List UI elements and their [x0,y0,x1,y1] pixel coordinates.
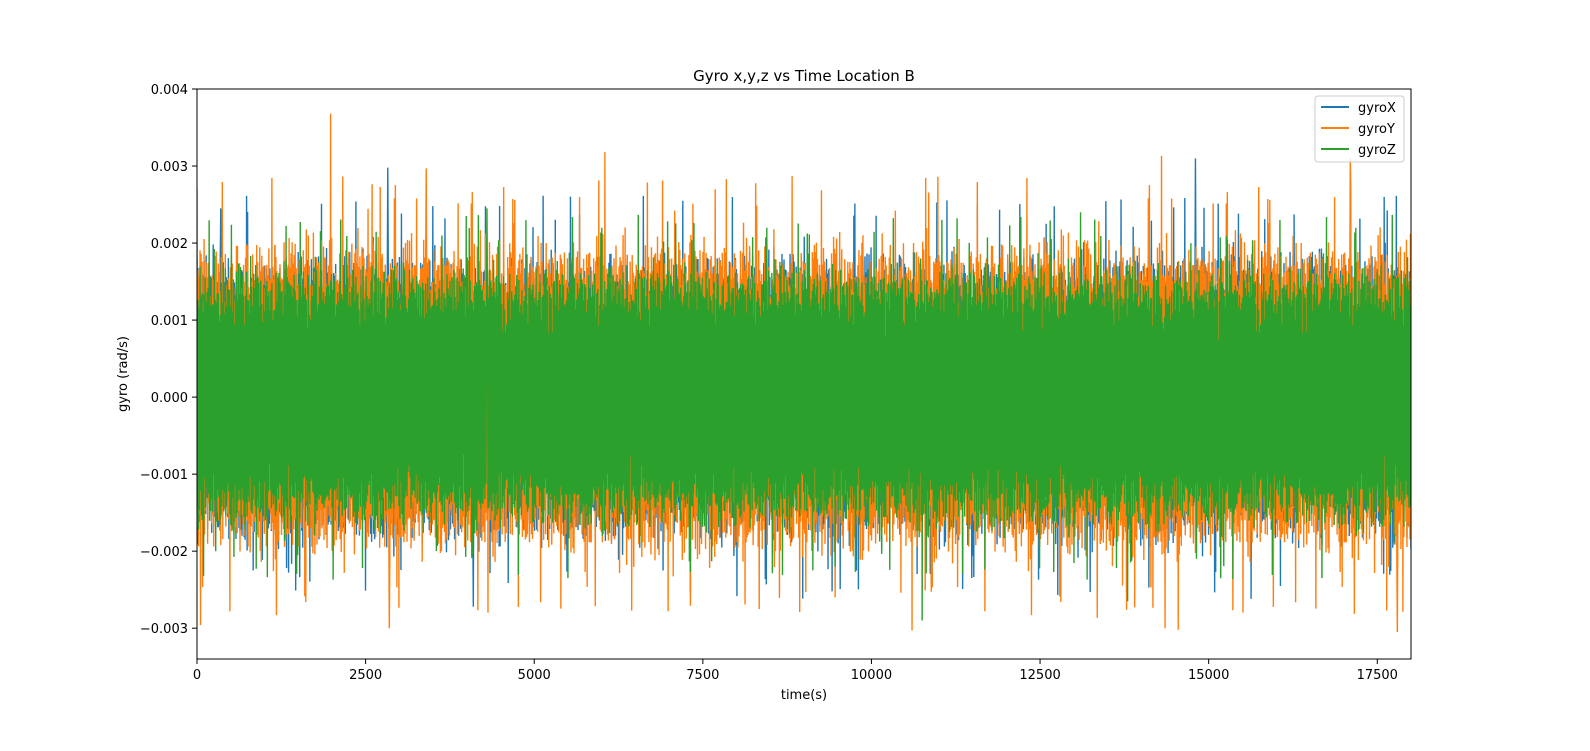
x-tick-label: 2500 [349,668,382,683]
y-axis-title: gyro (rad/s) [116,336,131,412]
x-tick-label: 7500 [686,668,719,683]
x-tick-label: 5000 [518,668,551,683]
x-axis-title: time(s) [781,688,827,703]
y-tick-label: 0.000 [151,391,188,406]
y-tick-label: 0.002 [151,237,188,252]
x-tick-label: 17500 [1357,668,1398,683]
x-axis: 0 2500 5000 7500 10000 12500 15000 17500 [193,659,1398,683]
legend: gyroX gyroY gyroZ [1314,95,1405,163]
plot-frame [196,88,1412,660]
y-tick-label: −0.001 [140,468,188,483]
x-tick-label: 12500 [1019,668,1060,683]
legend-label-gyroZ: gyroZ [1358,143,1396,158]
x-tick-label: 10000 [851,668,892,683]
x-tick-label: 0 [193,668,201,683]
legend-box [1314,95,1405,163]
chart-title: Gyro x,y,z vs Time Location B [693,67,915,85]
y-axis: −0.003 −0.002 −0.001 0.000 0.001 0.002 0.003 0.… [140,83,197,637]
y-tick-label: 0.003 [151,160,188,175]
y-tick-label: 0.004 [151,83,188,98]
legend-label-gyroX: gyroX [1358,101,1396,116]
y-tick-label: −0.002 [140,545,188,560]
y-tick-label: −0.003 [140,622,188,637]
series-layer [197,113,1411,633]
legend-label-gyroY: gyroY [1358,122,1395,137]
series-line-gyroZ [197,208,1411,621]
x-tick-label: 15000 [1188,668,1229,683]
y-tick-label: 0.001 [151,314,188,329]
